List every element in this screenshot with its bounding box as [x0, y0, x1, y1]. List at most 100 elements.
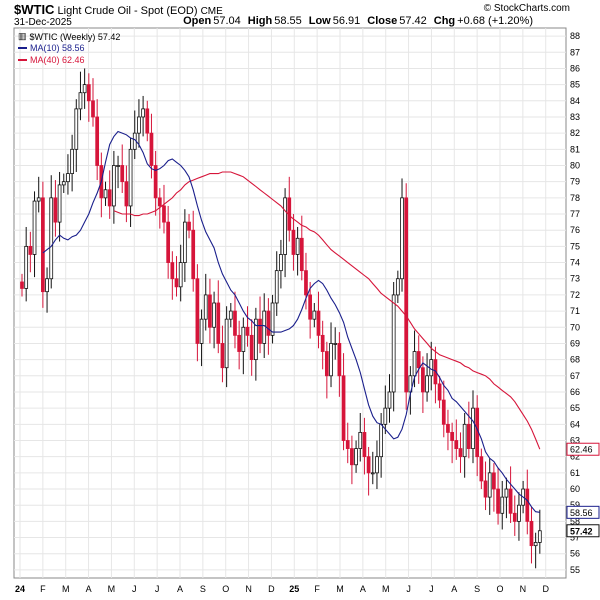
close-value: 57.42 [399, 15, 427, 27]
candle-body [391, 294, 396, 393]
candle-body [492, 472, 496, 490]
y-tick-label: 68 [570, 355, 580, 365]
candle-body [191, 229, 196, 280]
legend-ma40-label: MA(40) 62.46 [30, 55, 85, 65]
close-label: Close [367, 15, 398, 27]
candle-body [375, 456, 379, 474]
y-tick-label: 77 [570, 209, 580, 219]
candle-body [487, 472, 492, 498]
candle-body [70, 148, 74, 174]
high-value: 58.55 [274, 15, 302, 27]
ma40-line [113, 171, 541, 450]
x-tick-label: M [108, 584, 116, 594]
candle-body [437, 383, 442, 401]
candle-body [149, 132, 154, 166]
candle-body [421, 367, 425, 393]
candle-body [479, 456, 484, 482]
x-tick-label: A [360, 584, 366, 594]
candle-body [208, 294, 212, 328]
y-tick-label: 58 [570, 516, 580, 526]
plot-area [13, 27, 567, 579]
x-tick-label: S [200, 584, 206, 594]
y-tick-label: 67 [570, 371, 580, 381]
candle-body [483, 480, 488, 498]
candle-body [316, 310, 321, 336]
y-tick-label: 64 [570, 419, 580, 429]
last-value-label: 58.56 [570, 508, 593, 518]
candle-body [245, 326, 250, 336]
y-tick-label: 84 [570, 96, 580, 106]
x-tick-label: M [382, 584, 390, 594]
candle-body [450, 432, 454, 441]
last-value-tag [566, 505, 600, 519]
candle-body [95, 116, 100, 166]
candle-body [253, 318, 258, 361]
candle-body [36, 197, 41, 202]
y-tick-label: 75 [570, 241, 580, 251]
candle-body [279, 254, 283, 272]
y-tick-label: 65 [570, 403, 580, 413]
candle-body [91, 100, 95, 118]
credit[interactable]: © StockCharts.com [483, 3, 570, 14]
candle-body [458, 448, 463, 458]
chg-label: Chg [433, 15, 456, 27]
candle-body [199, 318, 204, 344]
y-tick-label: 57 [570, 533, 580, 543]
candle-body [203, 294, 208, 320]
y-tick-label: 78 [570, 193, 580, 203]
last-value-label: 62.46 [570, 445, 593, 455]
y-tick-label: 76 [570, 225, 580, 235]
candle-body [212, 302, 216, 328]
y-tick-label: 60 [570, 484, 580, 494]
candle-body [324, 351, 329, 377]
x-tick-label: J [406, 584, 411, 594]
y-tick-label: 87 [570, 47, 580, 57]
candle-body [345, 440, 350, 449]
x-tick-label: F [314, 584, 320, 594]
candle-body [53, 197, 58, 223]
low-label: Low [308, 15, 331, 27]
x-tick-label: N [520, 584, 527, 594]
y-tick-label: 66 [570, 387, 580, 397]
last-value-label: 57.42 [570, 526, 593, 536]
candle-body [145, 108, 150, 134]
candle-body [496, 488, 500, 514]
x-tick-label: M [62, 584, 70, 594]
candle-body [283, 197, 287, 255]
candle-body [337, 343, 342, 377]
x-tick-label: A [86, 584, 92, 594]
candle-body [462, 423, 467, 458]
candle-body [404, 197, 409, 393]
candle-body [157, 197, 162, 207]
candle-body [124, 181, 129, 207]
x-tick-label: 25 [289, 584, 299, 594]
y-tick-label: 72 [570, 290, 580, 300]
candle-body [24, 245, 29, 289]
candle-body [141, 108, 145, 118]
candle-body [533, 542, 538, 547]
candle-body [45, 278, 49, 293]
legend-price: ▥ $WTIC (Weekly) 57.42 [18, 31, 120, 42]
x-tick-label: 24 [15, 584, 25, 594]
candle-body [308, 294, 313, 320]
candle-body [120, 165, 125, 183]
x-tick-label: J [132, 584, 137, 594]
low-value: 56.91 [332, 15, 361, 27]
open-value: 57.04 [213, 15, 241, 27]
chart-date: 31-Dec-2025 [14, 17, 72, 28]
candle-body [41, 197, 45, 293]
candle-body [107, 189, 112, 207]
y-tick-label: 55 [570, 565, 580, 575]
candle-body [78, 92, 83, 110]
last-value-tag [566, 524, 600, 538]
candle-body [174, 278, 179, 288]
candle-body [116, 165, 120, 167]
candle-body [20, 281, 24, 289]
candle-body [57, 184, 62, 223]
y-tick-label: 86 [570, 63, 580, 73]
candle-body [350, 448, 354, 466]
candle-body [183, 221, 187, 263]
x-tick-label: M [336, 584, 344, 594]
candle-body [82, 84, 87, 94]
candle-body [195, 278, 200, 344]
